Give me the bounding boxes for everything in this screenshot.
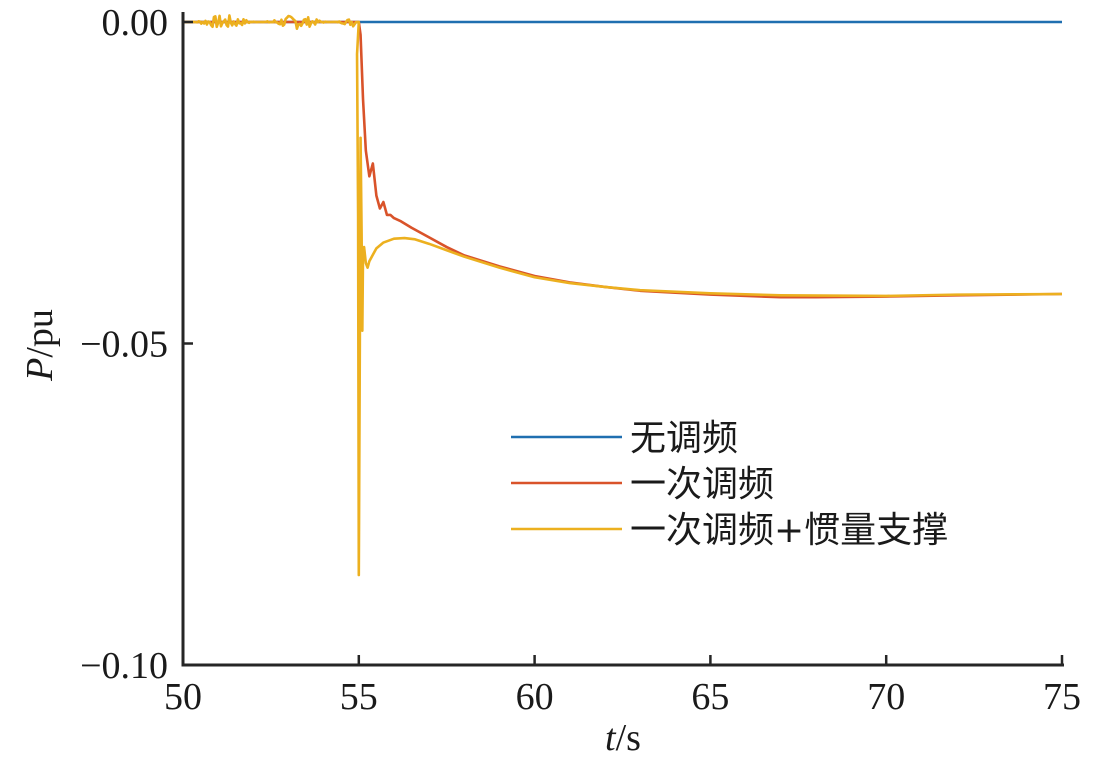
x-tick-label: 75 (1043, 676, 1081, 718)
series-line-3 (182, 14, 1063, 577)
series-line-2 (183, 20, 1063, 299)
series-layer (182, 14, 1063, 577)
x-tick-label: 70 (867, 676, 905, 718)
y-axis-title: P/pu (19, 309, 61, 382)
x-tick-label: 55 (340, 676, 378, 718)
y-tick-label: −0.05 (80, 324, 168, 366)
x-tick-label: 60 (516, 676, 554, 718)
x-axis-title: t/s (605, 717, 641, 758)
x-axis-title-unit: /s (616, 717, 641, 758)
x-tick-label: 50 (164, 676, 202, 718)
ticks-layer: 50 55 60 65 70 75 0.00 −0.05 −0.10 (80, 2, 1081, 718)
y-tick-label: −0.10 (80, 645, 168, 687)
x-axis-title-variable: t (605, 717, 617, 758)
legend-label-1: 无调频 (630, 418, 738, 459)
axes-layer (181, 12, 1064, 667)
y-tick-label: 0.00 (102, 2, 169, 44)
y-axis-title-variable: P (19, 358, 61, 382)
legend-label-3: 一次调频+惯量支撑 (630, 510, 948, 551)
y-axis-title-unit: /pu (19, 309, 61, 358)
legend-label-2: 一次调频 (630, 464, 774, 505)
x-tick-label: 65 (691, 676, 729, 718)
